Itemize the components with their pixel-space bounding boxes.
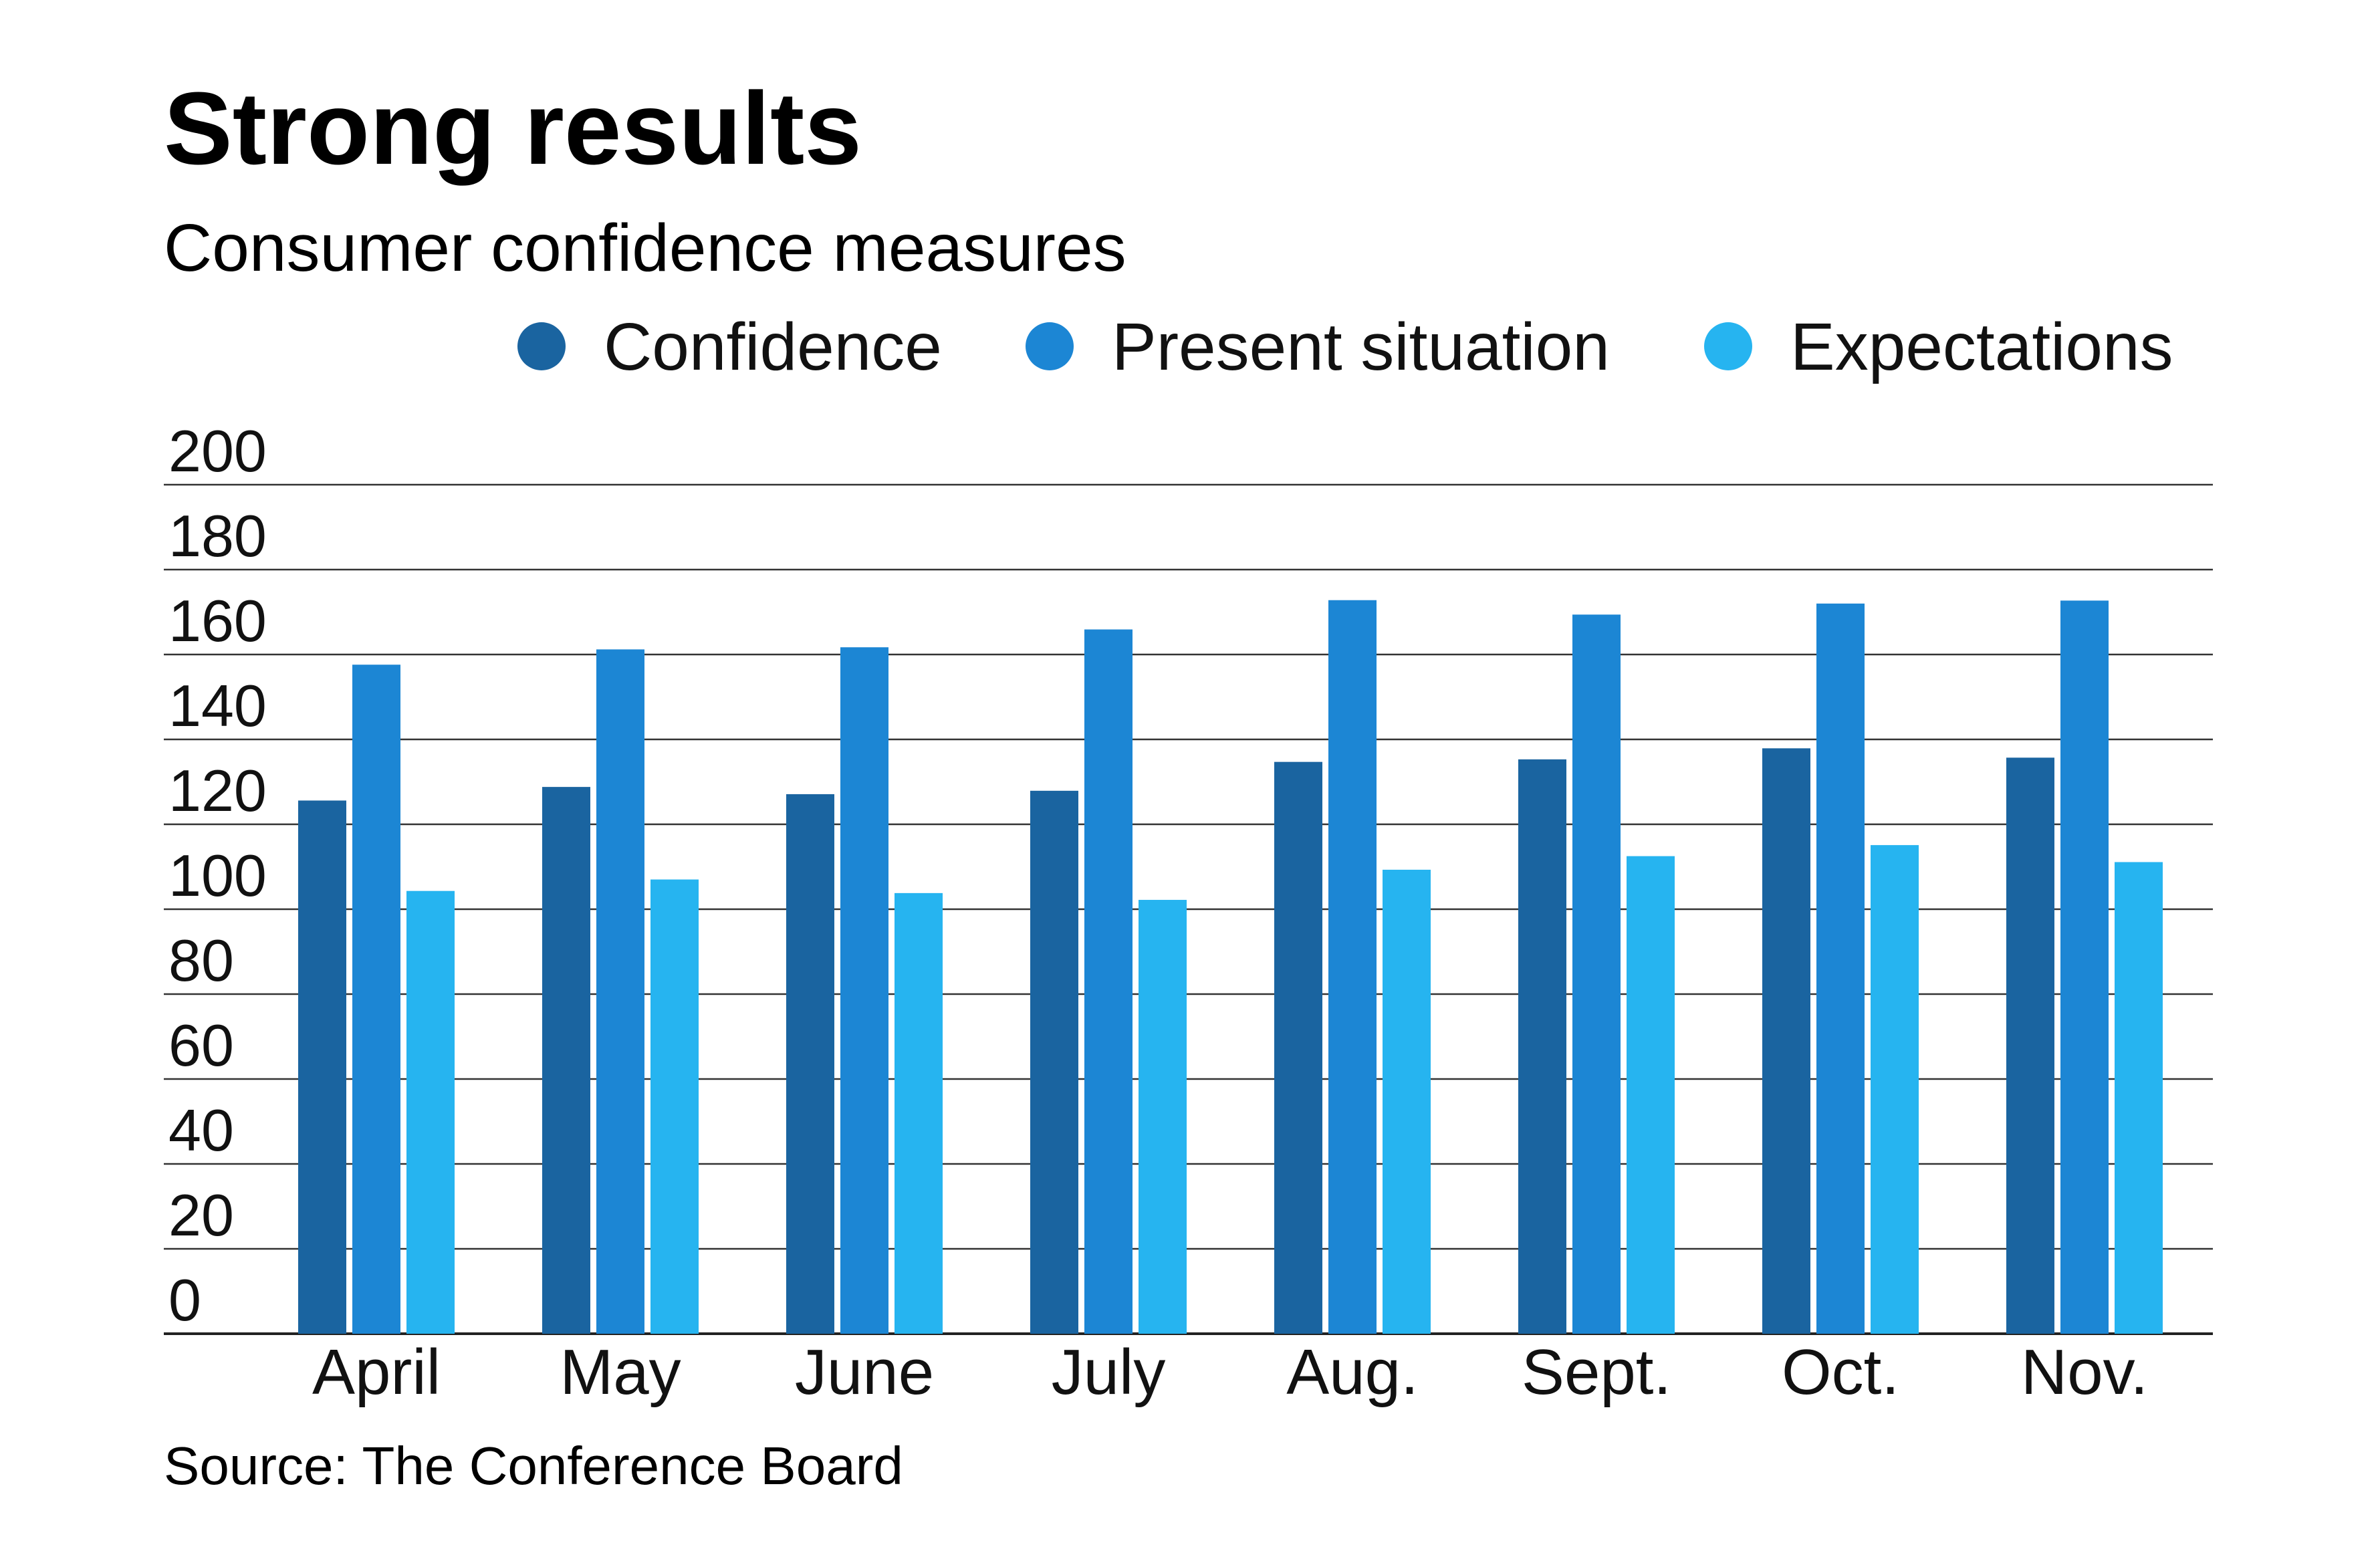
bar-expectations-june (895, 892, 943, 1334)
bar-confidence-july (1030, 790, 1078, 1334)
bar-expectations-aug (1383, 869, 1431, 1334)
y-tick-label: 200 (168, 418, 267, 484)
bars (298, 600, 2163, 1334)
gridlines (164, 483, 2213, 1335)
bar-expectations-sept (1627, 856, 1675, 1334)
x-category-label: Nov. (2021, 1336, 2148, 1408)
bar-present-situation-oct (1816, 603, 1865, 1334)
y-tick-label: 20 (168, 1182, 234, 1248)
bar-present-situation-sept (1572, 614, 1621, 1334)
bar-confidence-april (298, 800, 346, 1334)
legend-label: Confidence (604, 310, 942, 384)
bar-confidence-oct (1762, 748, 1810, 1334)
x-category-label: May (560, 1336, 681, 1408)
chart-title: Strong results (164, 71, 862, 186)
y-tick-label: 160 (168, 588, 267, 654)
bar-confidence-aug (1274, 761, 1322, 1334)
bar-present-situation-may (596, 649, 644, 1334)
x-category-label: Aug. (1286, 1336, 1418, 1408)
x-category-label: June (795, 1336, 934, 1408)
bar-confidence-sept (1518, 759, 1566, 1334)
bar-expectations-nov (2115, 862, 2163, 1334)
y-tick-label: 180 (168, 503, 267, 569)
x-category-label: Sept. (1522, 1336, 1671, 1408)
bar-present-situation-aug (1328, 600, 1377, 1334)
legend-swatch (517, 322, 566, 370)
y-tick-label: 0 (168, 1267, 201, 1333)
bar-confidence-nov (2006, 757, 2054, 1334)
bar-expectations-may (650, 879, 699, 1334)
bar-expectations-april (406, 890, 455, 1334)
legend: Confidence Present situation Expectations (517, 310, 2173, 384)
y-tick-label: 40 (168, 1097, 234, 1163)
y-tick-label: 140 (168, 673, 267, 739)
legend-label: Expectations (1790, 310, 2173, 384)
bar-expectations-july (1139, 900, 1187, 1334)
y-tick-label: 100 (168, 842, 267, 909)
bar-confidence-june (786, 794, 834, 1334)
y-tick-label: 60 (168, 1012, 234, 1078)
bar-present-situation-june (840, 647, 888, 1334)
x-category-label: Oct. (1782, 1336, 1899, 1408)
bar-expectations-oct (1871, 845, 1919, 1334)
legend-swatch (1704, 322, 1752, 370)
chart-subtitle: Consumer confidence measures (164, 211, 1126, 285)
y-tick-label: 120 (168, 757, 267, 824)
source-note: Source: The Conference Board (164, 1436, 903, 1496)
x-axis-categories: April May June July Aug. Sept. Oct. Nov. (312, 1336, 2148, 1408)
legend-swatch (1026, 322, 1074, 370)
legend-label: Present situation (1112, 310, 1610, 384)
x-category-label: April (312, 1336, 441, 1408)
y-axis-ticks: 0 20 40 60 80 100 120 140 160 180 200 (168, 418, 267, 1333)
y-tick-label: 80 (168, 927, 234, 993)
bar-present-situation-april (352, 665, 400, 1334)
bar-present-situation-july (1084, 629, 1133, 1334)
bar-confidence-may (542, 787, 590, 1334)
bar-present-situation-nov (2060, 600, 2109, 1334)
x-category-label: July (1052, 1336, 1166, 1408)
